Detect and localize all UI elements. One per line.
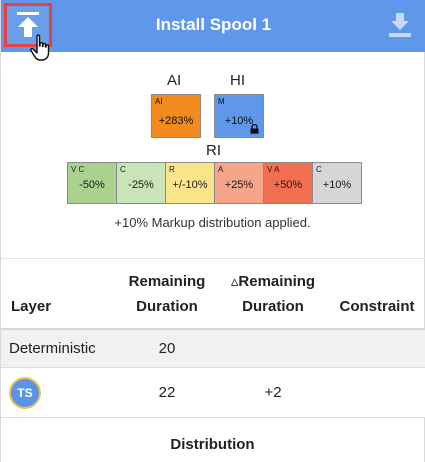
hi-indicator-box[interactable]: M +10% [214, 94, 264, 138]
ri-cell-value: -25% [128, 179, 154, 191]
col-header-layer: Layer [11, 298, 52, 315]
ai-label: AI [167, 72, 182, 89]
ri-cell-tag: A [218, 165, 224, 174]
table-row: TS 22 +2 [1, 368, 425, 418]
panel-header: Install Spool 1 [1, 0, 425, 52]
distribution-section-title: Distribution [170, 436, 255, 453]
hi-box-value: +10% [224, 115, 254, 127]
ri-cell-value: +/-10% [172, 179, 208, 191]
col-header-constraint: Constraint [339, 298, 415, 315]
arrow-up-to-line-icon [17, 12, 39, 37]
avatar[interactable]: TS [9, 377, 41, 409]
layer-cell: Deterministic [9, 340, 96, 357]
download-button[interactable] [388, 12, 412, 38]
ri-label: RI [206, 142, 221, 159]
hand-pointer-cursor-icon [30, 34, 50, 61]
ri-cell-realistic[interactable]: R +/-10% [165, 162, 215, 204]
col-header-remaining-line2: Duration [136, 298, 198, 315]
ai-box-tag: AI [155, 97, 163, 106]
download-icon [389, 13, 411, 37]
hi-box-tag: M [218, 97, 225, 106]
lock-icon [250, 124, 259, 134]
remaining-cell: 22 [158, 384, 176, 401]
ai-indicator-box[interactable]: AI +283% [151, 94, 201, 138]
ri-cell-custom[interactable]: C +10% [312, 162, 362, 204]
remaining-cell: 20 [158, 340, 176, 357]
ri-cell-tag: C [316, 165, 322, 174]
delta-cell: +2 [264, 384, 282, 401]
col-header-remaining-line1: Remaining [128, 273, 206, 290]
ri-cell-very-conservative[interactable]: V C -50% [67, 162, 117, 204]
collapse-up-button[interactable] [4, 3, 52, 47]
ri-cell-tag: C [120, 165, 126, 174]
col-header-delta-line2: Duration [242, 298, 304, 315]
ai-box-value: +283% [158, 115, 194, 127]
ri-cell-aggressive[interactable]: A +25% [214, 162, 264, 204]
ri-cell-conservative[interactable]: C -25% [116, 162, 166, 204]
ri-cell-value: +25% [224, 179, 254, 191]
ri-scale: V C -50% C -25% R +/-10% A +25% V A +50%… [67, 162, 362, 204]
distribution-applied-message: +10% Markup distribution applied. [114, 215, 311, 230]
page-title: Install Spool 1 [155, 15, 272, 34]
ri-cell-value: -50% [79, 179, 105, 191]
ri-cell-tag: V C [71, 165, 85, 174]
ri-cell-value: +50% [273, 179, 303, 191]
table-header-row: Layer Remaining Duration ▵Remaining Dura… [1, 258, 425, 330]
ri-cell-tag: R [169, 165, 175, 174]
ri-cell-very-aggressive[interactable]: V A +50% [263, 162, 313, 204]
hi-label: HI [230, 72, 245, 89]
table-row: Deterministic 20 [1, 330, 425, 368]
ri-cell-tag: V A [267, 165, 280, 174]
ri-cell-value: +10% [322, 179, 352, 191]
col-header-delta-line1: ▵Remaining [230, 273, 316, 290]
